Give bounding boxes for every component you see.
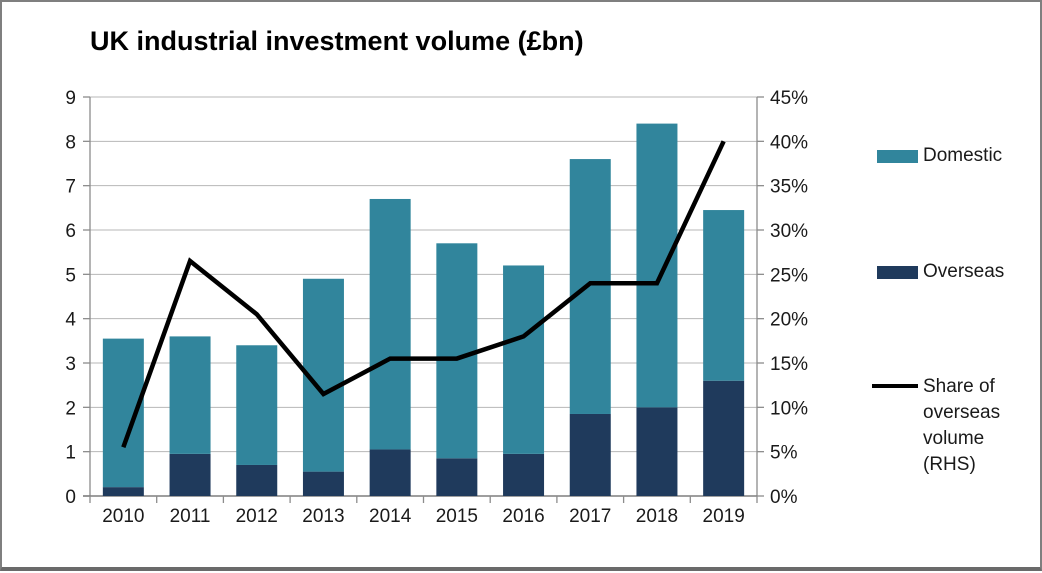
right-axis-label: 25% <box>770 265 808 286</box>
domestic-swatch <box>877 149 918 163</box>
x-axis-label-2010: 2010 <box>102 506 144 527</box>
left-axis-label: 7 <box>65 177 76 198</box>
left-axis-label: 3 <box>65 354 76 375</box>
bar-overseas-2013 <box>302 471 344 496</box>
left-axis-label: 0 <box>65 487 76 508</box>
x-axis-label-2016: 2016 <box>502 506 544 527</box>
bar-domestic-2015 <box>436 243 478 459</box>
right-axis-label: 0% <box>770 487 798 508</box>
x-axis-label-2013: 2013 <box>302 506 344 527</box>
bar-domestic-2016 <box>503 265 545 454</box>
x-axis-label-2017: 2017 <box>569 506 611 527</box>
right-axis-label: 45% <box>770 88 808 109</box>
right-axis-label: 20% <box>770 310 808 331</box>
right-axis-label: 40% <box>770 132 808 153</box>
left-axis-label: 2 <box>65 398 76 419</box>
bar-domestic-2017 <box>569 159 611 414</box>
left-axis-label: 1 <box>65 443 76 464</box>
right-axis-label: 5% <box>770 443 798 464</box>
bar-domestic-2014 <box>369 198 411 450</box>
x-axis-label-2019: 2019 <box>703 506 745 527</box>
bar-domestic-2012 <box>236 345 278 465</box>
legend-label-overseas: Overseas <box>923 261 1005 282</box>
bar-overseas-2018 <box>636 407 678 496</box>
overseas-swatch <box>877 265 918 279</box>
right-axis-label: 35% <box>770 177 808 198</box>
x-axis-label-2011: 2011 <box>170 506 211 527</box>
bar-overseas-2017 <box>569 413 611 496</box>
chart-title: UK industrial investment volume (£bn) <box>90 26 584 56</box>
legend-item-share: Share of overseas volume (RHS) <box>872 374 1027 478</box>
right-axis-label: 10% <box>770 398 808 419</box>
right-axis-label: 30% <box>770 221 808 242</box>
bar-overseas-2014 <box>369 449 411 496</box>
bar-overseas-2016 <box>503 453 545 496</box>
bar-domestic-2011 <box>169 336 211 454</box>
left-axis-label: 4 <box>65 310 76 331</box>
left-axis-label: 6 <box>65 221 76 242</box>
share-line-swatch <box>872 384 918 388</box>
x-axis-label-2018: 2018 <box>636 506 678 527</box>
left-axis-label: 5 <box>65 265 76 286</box>
legend-item-overseas: Overseas <box>877 261 1004 283</box>
bar-overseas-2012 <box>236 464 278 496</box>
share-line <box>121 140 726 448</box>
bar-overseas-2010 <box>102 487 144 496</box>
left-axis-label: 8 <box>65 132 76 153</box>
right-axis-label: 15% <box>770 354 808 375</box>
left-axis-label: 9 <box>65 88 76 109</box>
bar-overseas-2015 <box>436 458 478 496</box>
legend-label-share: Share of overseas volume (RHS) <box>923 376 1001 475</box>
bar-domestic-2019 <box>703 210 745 381</box>
x-axis-label-2015: 2015 <box>436 506 478 527</box>
legend-item-domestic: Domestic <box>877 145 1002 167</box>
bar-overseas-2019 <box>703 380 745 496</box>
legend-label-domestic: Domestic <box>923 145 1003 166</box>
x-axis-label-2014: 2014 <box>369 506 412 527</box>
bar-domestic-2018 <box>636 123 678 408</box>
x-axis-label-2012: 2012 <box>236 506 278 527</box>
bar-overseas-2011 <box>169 453 211 496</box>
